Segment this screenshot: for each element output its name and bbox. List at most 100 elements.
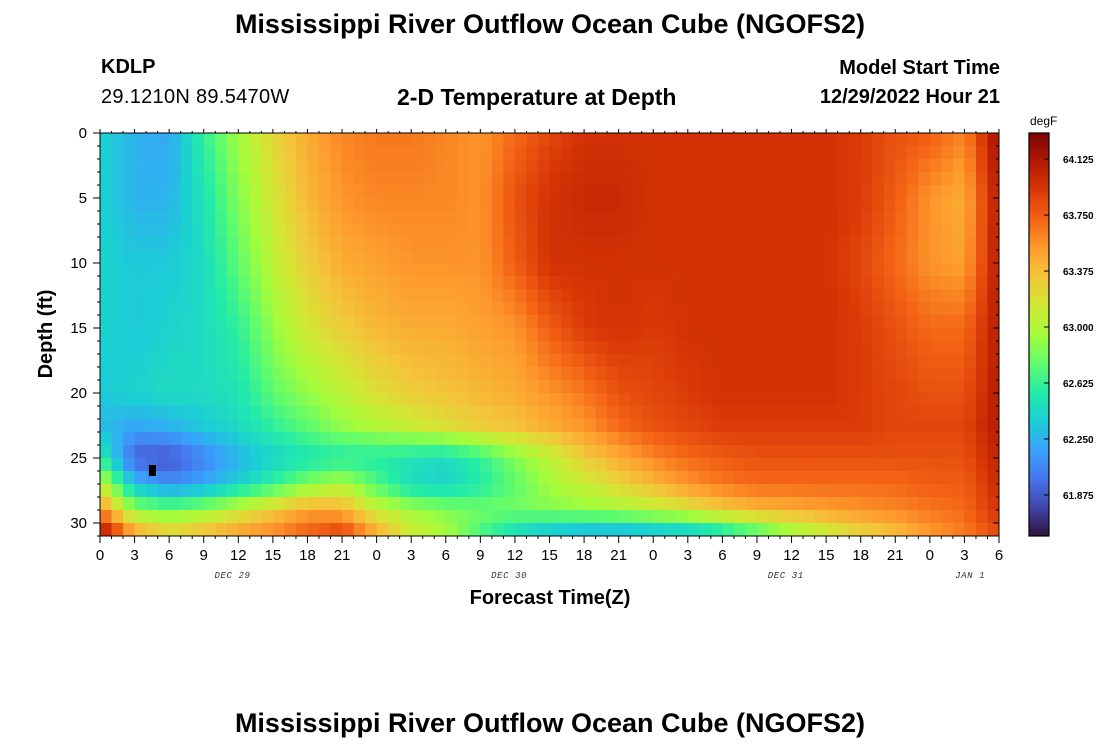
heatmap-cell	[422, 432, 435, 446]
heatmap-cell	[215, 133, 228, 147]
heatmap-cell	[895, 198, 908, 212]
heatmap-cell	[756, 198, 770, 212]
heatmap-cell	[526, 497, 539, 511]
heatmap-cell	[514, 484, 528, 498]
heatmap-cell	[422, 159, 435, 173]
heatmap-cell	[318, 315, 332, 329]
heatmap-cell	[330, 250, 343, 264]
heatmap-cell	[803, 289, 816, 303]
heatmap-cell	[814, 237, 827, 251]
heatmap-cell	[422, 354, 435, 368]
heatmap-cell	[653, 432, 666, 446]
heatmap-cell	[653, 341, 666, 355]
heatmap-cell	[272, 497, 286, 511]
heatmap-cell	[491, 471, 504, 485]
heatmap-cell	[987, 393, 999, 407]
heatmap-cell	[399, 133, 412, 147]
heatmap-cell	[826, 328, 839, 342]
heatmap-cell	[699, 367, 712, 381]
heatmap-cell	[157, 393, 170, 407]
heatmap-cell	[929, 211, 942, 225]
heatmap-cell	[537, 393, 551, 407]
y-tick-label: 25	[70, 450, 87, 467]
heatmap-cell	[860, 523, 873, 536]
heatmap-cell	[952, 172, 966, 186]
heatmap-cell	[238, 224, 251, 238]
heatmap-cell	[526, 159, 539, 173]
heatmap-cell	[814, 224, 827, 238]
heatmap-cell	[146, 211, 159, 225]
heatmap-cell	[826, 341, 839, 355]
heatmap-cell	[503, 302, 516, 316]
heatmap-cell	[192, 328, 205, 342]
heatmap-cell	[284, 328, 297, 342]
heatmap-cell	[561, 185, 574, 199]
heatmap-cell	[849, 159, 862, 173]
heatmap-cell	[111, 302, 124, 316]
heatmap-cell	[549, 185, 562, 199]
heatmap-cell	[123, 419, 136, 433]
station-coordinates: 29.1210N 89.5470W	[101, 86, 290, 108]
heatmap-cell	[307, 133, 320, 147]
heatmap-cell	[157, 484, 170, 498]
heatmap-cell	[330, 289, 343, 303]
heatmap-cell	[803, 146, 816, 160]
heatmap-cell	[411, 315, 424, 329]
heatmap-cell	[687, 510, 700, 524]
heatmap-cell	[803, 302, 816, 316]
heatmap-cell	[895, 510, 908, 524]
heatmap-cell	[480, 263, 493, 277]
heatmap-cell	[618, 302, 631, 316]
heatmap-cell	[503, 471, 516, 485]
heatmap-cell	[814, 354, 827, 368]
heatmap-cell	[169, 471, 182, 485]
heatmap-cell	[146, 419, 159, 433]
heatmap-cell	[941, 523, 954, 536]
heatmap-cell	[376, 302, 389, 316]
heatmap-cell	[526, 380, 539, 394]
heatmap-cell	[826, 250, 839, 264]
heatmap-cell	[238, 341, 251, 355]
heatmap-cell	[342, 523, 355, 536]
heatmap-cell	[342, 276, 355, 290]
heatmap-cell	[733, 367, 747, 381]
heatmap-cell	[987, 432, 999, 446]
heatmap-cell	[745, 302, 758, 316]
heatmap-cell	[768, 146, 781, 160]
heatmap-cell	[745, 471, 758, 485]
heatmap-cell	[284, 159, 297, 173]
heatmap-cell	[134, 354, 147, 368]
heatmap-cell	[526, 211, 539, 225]
heatmap-cell	[768, 341, 781, 355]
heatmap-cell	[514, 328, 528, 342]
heatmap-cell	[906, 198, 919, 212]
heatmap-cell	[572, 133, 585, 147]
heatmap-cell	[307, 445, 320, 459]
heatmap-cell	[480, 380, 493, 394]
heatmap-cell	[180, 289, 193, 303]
heatmap-cell	[687, 354, 700, 368]
heatmap-cell	[445, 341, 458, 355]
heatmap-cell	[537, 471, 551, 485]
heatmap-cell	[238, 289, 251, 303]
heatmap-cell	[699, 224, 712, 238]
heatmap-cell	[653, 133, 666, 147]
heatmap-cell	[929, 380, 942, 394]
heatmap-cell	[457, 380, 470, 394]
heatmap-cell	[365, 445, 378, 459]
heatmap-cell	[226, 185, 239, 199]
heatmap-cell	[445, 523, 458, 536]
heatmap-cell	[526, 263, 539, 277]
heatmap-cell	[434, 237, 447, 251]
heatmap-cell	[722, 380, 735, 394]
heatmap-cell	[918, 224, 931, 238]
heatmap-cell	[975, 211, 989, 225]
heatmap-cell	[814, 289, 827, 303]
heatmap-cell	[618, 484, 631, 498]
heatmap-cell	[226, 367, 239, 381]
x-tick-label: 0	[96, 547, 104, 564]
heatmap-cells	[100, 133, 999, 536]
heatmap-cell	[975, 146, 989, 160]
heatmap-cell	[780, 354, 793, 368]
heatmap-cell	[318, 367, 332, 381]
